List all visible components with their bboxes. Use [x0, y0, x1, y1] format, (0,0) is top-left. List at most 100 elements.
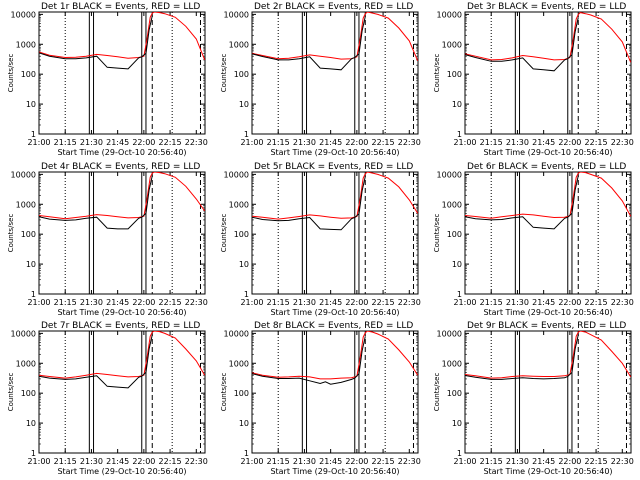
x-axis-label: Start Time (29-Oct-10 20:56:40) [57, 308, 186, 317]
events-series-line [39, 15, 153, 70]
x-tick-label: 22:30 [185, 138, 208, 147]
y-axis-label: Counts/sec [433, 373, 441, 412]
x-tick-label: 22:15 [585, 457, 608, 466]
plot-frame [38, 11, 206, 135]
chart-panel-8: Det 8r BLACK = Events, RED = LLD 1 10 100 10… [220, 321, 421, 476]
x-tick-label: 22:00 [345, 457, 368, 466]
y-tick-label: 100 [21, 230, 36, 239]
lld-series-line [39, 172, 205, 220]
events-series-line [252, 176, 366, 231]
y-axis-label: Counts/sec [220, 54, 228, 93]
y-tick-label: 100 [234, 389, 249, 398]
y-tick-label: 10 [239, 419, 249, 428]
x-tick-label: 21:15 [480, 457, 503, 466]
chart-title: Det 9r BLACK = Events, RED = LLD [467, 321, 626, 331]
y-axis-label: Counts/sec [220, 214, 228, 253]
y-axis-label: Counts/sec [7, 54, 15, 93]
y-tick-label: 1000 [442, 200, 462, 209]
chart-panel-7: Det 7r BLACK = Events, RED = LLD 1 10 100 10… [7, 321, 208, 476]
chart-panel-1: Det 1r BLACK = Events, RED = LLD 1 10 100 10… [7, 2, 208, 157]
events-series-line [252, 336, 366, 385]
chart-panel-6: Det 6r BLACK = Events, RED = LLD 1 10 100 10… [433, 162, 634, 317]
x-tick-label: 21:15 [54, 298, 77, 307]
x-tick-label: 21:45 [319, 138, 342, 147]
x-tick-label: 21:30 [293, 457, 316, 466]
y-tick-label: 10 [452, 260, 462, 269]
chart-title: Det 6r BLACK = Events, RED = LLD [467, 162, 626, 172]
x-tick-label: 22:00 [558, 457, 581, 466]
events-series-line [465, 175, 579, 230]
x-tick-label: 22:15 [159, 298, 182, 307]
y-tick-label: 1000 [16, 40, 36, 49]
plot-frame [251, 330, 419, 454]
x-tick-label: 21:45 [532, 298, 555, 307]
x-tick-label: 21:00 [453, 138, 476, 147]
x-tick-label: 21:15 [267, 138, 290, 147]
x-tick-label: 21:30 [293, 138, 316, 147]
x-tick-label: 21:45 [106, 457, 129, 466]
lld-series-line [252, 331, 418, 380]
chart-title: Det 8r BLACK = Events, RED = LLD [254, 321, 413, 331]
plot-frame [251, 11, 419, 135]
y-tick-label: 10000 [437, 329, 462, 338]
y-tick-label: 10000 [224, 329, 249, 338]
x-tick-label: 21:30 [80, 298, 103, 307]
x-tick-label: 21:45 [106, 138, 129, 147]
y-tick-label: 1000 [229, 40, 249, 49]
events-series-line [252, 16, 366, 71]
chart-title: Det 5r BLACK = Events, RED = LLD [254, 162, 413, 172]
x-axis-label: Start Time (29-Oct-10 20:56:40) [270, 308, 399, 317]
x-tick-label: 21:15 [480, 298, 503, 307]
chart-title: Det 3r BLACK = Events, RED = LLD [467, 2, 626, 12]
x-tick-label: 21:00 [240, 457, 263, 466]
x-tick-label: 21:30 [506, 457, 529, 466]
x-tick-label: 22:30 [398, 138, 421, 147]
y-tick-label: 1 [457, 130, 462, 139]
y-tick-label: 10 [239, 100, 249, 109]
x-tick-label: 22:00 [132, 298, 155, 307]
y-tick-label: 1 [244, 290, 249, 299]
x-tick-label: 21:00 [240, 298, 263, 307]
y-axis-label: Counts/sec [220, 373, 228, 412]
x-tick-label: 21:15 [480, 138, 503, 147]
plot-frame [38, 171, 206, 295]
x-axis-label: Start Time (29-Oct-10 20:56:40) [270, 467, 399, 476]
x-tick-label: 21:45 [319, 298, 342, 307]
y-tick-label: 10000 [11, 170, 36, 179]
lld-series-line [252, 172, 418, 220]
y-tick-label: 100 [447, 389, 462, 398]
events-series-line [39, 334, 153, 389]
chart-panel-9: Det 9r BLACK = Events, RED = LLD 1 10 100 10… [433, 321, 634, 476]
y-tick-label: 10000 [11, 10, 36, 19]
chart-panel-3: Det 3r BLACK = Events, RED = LLD 1 10 100 10… [433, 2, 634, 157]
x-tick-label: 21:15 [267, 457, 290, 466]
y-tick-label: 10 [26, 260, 36, 269]
x-axis-label: Start Time (29-Oct-10 20:56:40) [483, 308, 612, 317]
y-tick-label: 10000 [437, 170, 462, 179]
x-tick-label: 21:00 [453, 298, 476, 307]
x-tick-label: 22:30 [398, 457, 421, 466]
x-tick-label: 21:30 [80, 138, 103, 147]
y-tick-label: 100 [447, 230, 462, 239]
lld-series-line [465, 12, 631, 63]
x-tick-label: 22:15 [585, 138, 608, 147]
y-axis-label: Counts/sec [433, 54, 441, 93]
y-axis-label: Counts/sec [7, 214, 15, 253]
y-tick-label: 1000 [442, 40, 462, 49]
lld-series-line [465, 331, 631, 379]
y-tick-label: 1 [244, 130, 249, 139]
y-tick-label: 10 [26, 419, 36, 428]
x-tick-label: 22:30 [611, 298, 634, 307]
x-tick-label: 21:45 [532, 457, 555, 466]
y-tick-label: 10000 [224, 170, 249, 179]
chart-panel-2: Det 2r BLACK = Events, RED = LLD 1 10 100 10… [220, 2, 421, 157]
y-tick-label: 100 [21, 70, 36, 79]
x-tick-label: 22:30 [611, 138, 634, 147]
chart-title: Det 4r BLACK = Events, RED = LLD [41, 162, 200, 172]
x-tick-label: 22:15 [372, 138, 395, 147]
x-tick-label: 21:00 [240, 138, 263, 147]
lld-series-line [39, 12, 205, 61]
x-tick-label: 21:15 [267, 298, 290, 307]
x-tick-label: 22:00 [132, 457, 155, 466]
plot-frame [251, 171, 419, 295]
